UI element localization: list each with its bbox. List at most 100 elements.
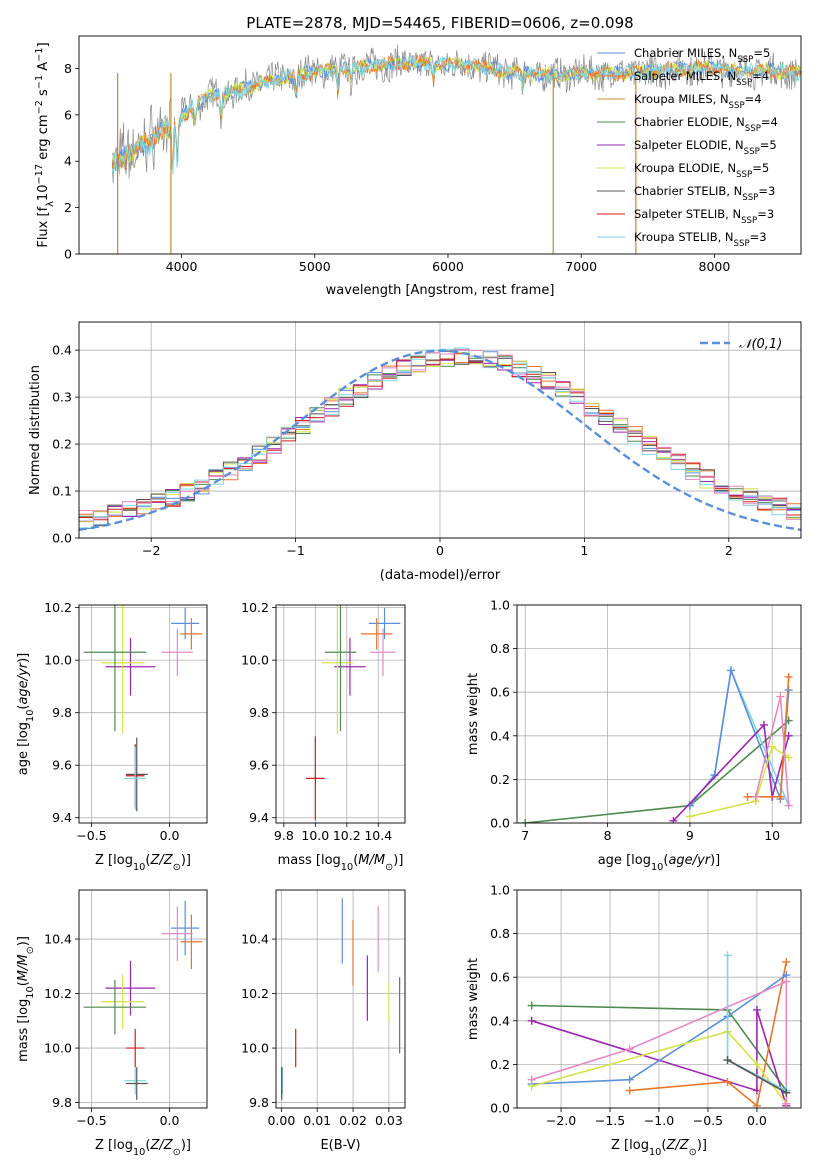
axes-border: [78, 35, 802, 255]
y-tick-label: 0.8: [490, 641, 510, 656]
x-tick-label: 8000: [699, 259, 731, 274]
y-tick-label: 0.4: [490, 1013, 510, 1028]
weight-marker: [625, 1045, 634, 1054]
weight-marker: [782, 977, 791, 986]
weight-marker: [625, 1086, 634, 1095]
weight-line: [531, 980, 788, 1104]
weight-marker: [752, 1060, 761, 1069]
y-tick-label: 0.2: [490, 1057, 510, 1072]
x-tick-label: 8: [604, 828, 612, 843]
x-tick-label: −1.5: [595, 1113, 625, 1128]
x-axis-label: (data-model)/error: [380, 568, 501, 583]
axes-border: [78, 889, 208, 1109]
y-tick-label: 0.2: [52, 437, 72, 452]
plot-area: [305, 605, 401, 821]
y-tick-label: 10.2: [241, 986, 269, 1001]
weight-marker: [743, 792, 752, 801]
x-tick-label: 0.02: [339, 1113, 367, 1128]
weight-marker: [521, 819, 530, 823]
spectrum-data-line: [111, 44, 801, 184]
x-tick-label: 7000: [565, 259, 597, 274]
axes-frame: −0.5 0.0 9.8 10.0 10.2 10.4 Z [log10(Z/Z⊙)] mas…: [16, 889, 208, 1158]
y-axis-label: Normed distribution: [28, 365, 43, 495]
x-tick-label: 10.0: [301, 828, 329, 843]
x-tick-label: 10.4: [364, 828, 392, 843]
weight-marker: [625, 1075, 634, 1084]
y-tick-label: 10.2: [44, 986, 72, 1001]
weight-marker: [782, 1099, 791, 1108]
weight-marker: [527, 1016, 536, 1025]
weight-marker: [727, 666, 736, 675]
y-tick-label: 0.4: [490, 728, 510, 743]
axes-border: [275, 889, 406, 1109]
x-tick-label: 0.0: [160, 828, 180, 843]
x-axis-label: wavelength [Angstrom, rest frame]: [326, 283, 555, 298]
weight-line: [727, 1059, 787, 1094]
x-tick-label: −2: [142, 543, 160, 558]
weight-marker: [782, 957, 791, 966]
y-tick-label: 9.6: [52, 758, 72, 773]
weight-marker: [527, 1075, 536, 1084]
y-tick-label: 0.0: [52, 531, 72, 546]
weight-marker: [759, 720, 768, 729]
y-axis-label: mass [log10(M/M⊙)]: [16, 936, 36, 1062]
x-tick-label: 10.2: [333, 828, 361, 843]
weight-marker: [768, 742, 777, 751]
x-tick-label: −0.5: [693, 1113, 723, 1128]
y-tick-label: 10.4: [241, 932, 269, 947]
panel-residuals: −2 −1 0 1 2 0.0 0.1 0.2 0.3 0.4 (data-model)/error…: [28, 321, 802, 583]
x-tick-label: 0.00: [267, 1113, 295, 1128]
plot-area: [83, 605, 203, 812]
y-tick-label: 1.0: [490, 598, 510, 613]
x-axis-label: mass [log10(M/M⊙)]: [278, 853, 404, 873]
x-tick-label: −0.5: [76, 1113, 106, 1128]
weight-marker: [723, 1056, 732, 1065]
chart-title: PLATE=2878, MJD=54465, FIBERID=0606, z=0…: [246, 14, 633, 32]
y-tick-label: 8: [64, 61, 72, 76]
y-axis-label: Flux [fλ10−17 erg cm−2 s−1 A−1]: [34, 42, 56, 247]
legend-label: 𝒩(0,1): [739, 337, 782, 352]
y-tick-label: 10.2: [241, 600, 269, 615]
x-tick-label: 10: [764, 828, 780, 843]
y-tick-label: 0.2: [490, 772, 510, 787]
y-tick-label: 0: [64, 247, 72, 262]
weight-line: [689, 667, 790, 807]
axes-frame: 7 8 9 10 0.0 0.2 0.4 0.6 0.8 1.0 age [log10(age/yr…: [466, 598, 802, 873]
y-tick-label: 0.4: [52, 343, 72, 358]
legend-label: Kroupa STELIB, NSSP=3: [634, 230, 767, 249]
legend-label: Kroupa MILES, NSSP=4: [634, 92, 762, 111]
weight-marker: [723, 951, 732, 960]
legend-label: Chabrier MILES, NSSP=5: [634, 46, 770, 65]
axes-border: [78, 321, 802, 539]
x-axis-label: E(B-V): [320, 1138, 360, 1153]
plot-area: [83, 900, 203, 1100]
weight-line: [629, 961, 788, 1108]
weight-marker: [751, 792, 760, 801]
y-tick-label: 0.0: [490, 816, 510, 831]
x-tick-label: 9: [686, 828, 694, 843]
legend-label: Chabrier STELIB, NSSP=3: [634, 184, 775, 203]
plot-area: [79, 347, 801, 538]
weight-line: [689, 745, 790, 818]
legend-label: Chabrier ELODIE, NSSP=4: [634, 115, 778, 134]
y-tick-label: 10.4: [44, 932, 72, 947]
weight-marker: [782, 1088, 791, 1097]
x-tick-label: 0.0: [160, 1113, 180, 1128]
x-tick-label: 0.03: [375, 1113, 403, 1128]
x-tick-label: 4000: [166, 259, 198, 274]
y-tick-label: 9.8: [249, 1095, 269, 1110]
legend-label: Salpeter ELODIE, NSSP=5: [634, 138, 777, 157]
plot-area: [111, 44, 801, 254]
y-tick-label: 0.3: [52, 390, 72, 405]
x-tick-label: 9.8: [274, 828, 294, 843]
x-tick-label: 0.01: [303, 1113, 331, 1128]
y-axis-label: mass weight: [466, 958, 481, 1040]
x-tick-label: 1: [580, 543, 588, 558]
grid: [276, 605, 405, 823]
x-axis-label: Z [log10(Z/Z⊙)]: [95, 1138, 191, 1158]
weight-marker: [784, 731, 793, 740]
y-tick-label: 10.0: [241, 1041, 269, 1056]
y-tick-label: 6: [64, 107, 72, 122]
